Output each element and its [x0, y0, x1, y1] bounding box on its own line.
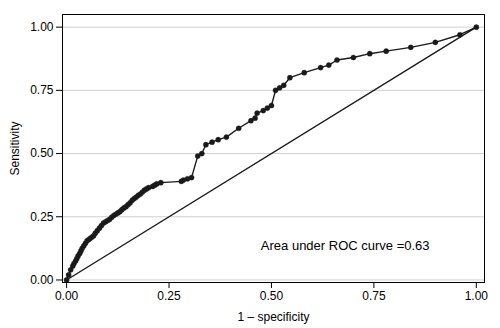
- svg-text:1.00: 1.00: [465, 289, 489, 303]
- svg-text:1 – specificity: 1 – specificity: [237, 310, 309, 324]
- svg-text:0.25: 0.25: [157, 289, 181, 303]
- svg-text:Area under ROC curve =0.63: Area under ROC curve =0.63: [261, 238, 430, 253]
- svg-text:0.00: 0.00: [30, 273, 54, 287]
- svg-text:0.75: 0.75: [30, 83, 54, 97]
- svg-text:0.50: 0.50: [30, 146, 54, 160]
- svg-text:0.00: 0.00: [55, 289, 79, 303]
- svg-text:Sensitivity: Sensitivity: [8, 121, 22, 175]
- svg-text:0.50: 0.50: [260, 289, 284, 303]
- svg-text:0.25: 0.25: [30, 210, 54, 224]
- svg-text:0.75: 0.75: [362, 289, 386, 303]
- svg-text:1.00: 1.00: [30, 20, 54, 34]
